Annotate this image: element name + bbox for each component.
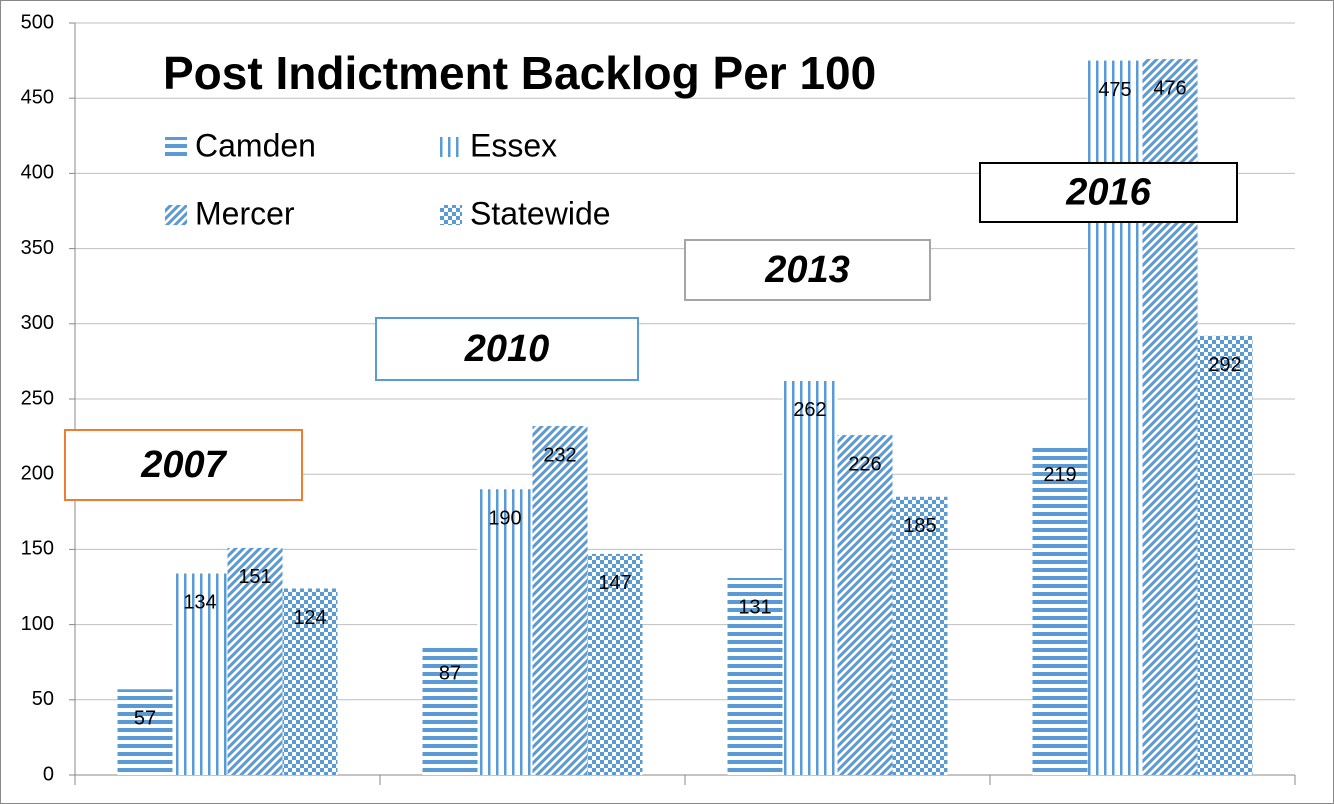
bar <box>727 577 783 775</box>
data-label: 232 <box>543 444 576 466</box>
category-box <box>979 162 1238 223</box>
data-label: 262 <box>793 399 826 421</box>
bar <box>172 573 228 775</box>
legend-swatch <box>440 205 462 225</box>
legend-label: Camden <box>195 127 316 163</box>
y-tick-label: 50 <box>32 688 54 710</box>
bar <box>1197 335 1253 775</box>
y-tick-label: 300 <box>21 312 54 334</box>
bar <box>532 426 588 775</box>
data-label: 292 <box>1208 354 1241 376</box>
bar <box>422 644 478 775</box>
legend-swatch <box>440 137 462 157</box>
category-label: 2007 <box>140 444 227 486</box>
data-label: 87 <box>439 662 461 684</box>
y-tick-label: 150 <box>21 538 54 560</box>
y-tick-label: 200 <box>21 462 54 484</box>
bar <box>477 489 533 775</box>
data-label: 219 <box>1043 464 1076 486</box>
y-tick-label: 350 <box>21 237 54 259</box>
legend-swatch <box>165 205 187 225</box>
data-label: 226 <box>848 453 881 475</box>
category-label: 2010 <box>464 328 550 370</box>
y-tick-label: 0 <box>43 763 54 785</box>
bar <box>587 553 643 775</box>
y-tick-label: 250 <box>21 387 54 409</box>
legend-label: Essex <box>470 127 557 163</box>
bar <box>892 496 948 775</box>
bar <box>282 588 338 775</box>
data-label: 57 <box>134 708 156 730</box>
bar <box>117 689 173 775</box>
data-label: 475 <box>1098 79 1131 101</box>
category-box <box>375 317 639 381</box>
bar <box>837 435 893 775</box>
data-label: 134 <box>183 592 216 614</box>
data-label: 147 <box>598 572 631 594</box>
y-tick-label: 100 <box>21 613 54 635</box>
bar <box>782 380 838 775</box>
bar <box>1032 445 1088 775</box>
data-label: 151 <box>238 566 271 588</box>
category-box <box>64 429 303 501</box>
y-tick-label: 400 <box>21 162 54 184</box>
category-label: 2016 <box>1065 172 1151 214</box>
data-label: 124 <box>293 607 326 629</box>
data-label: 131 <box>738 596 771 618</box>
category-box <box>684 239 931 301</box>
data-label: 476 <box>1153 77 1186 99</box>
data-label: 185 <box>903 515 936 537</box>
legend-label: Mercer <box>195 195 295 231</box>
data-label: 190 <box>488 508 521 530</box>
y-tick-label: 500 <box>21 11 54 33</box>
category-label: 2013 <box>764 249 850 291</box>
chart-title: Post Indictment Backlog Per 100 <box>163 47 876 99</box>
bar <box>227 547 283 775</box>
legend-label: Statewide <box>470 195 611 231</box>
legend-swatch <box>165 137 187 157</box>
y-tick-label: 450 <box>21 86 54 108</box>
